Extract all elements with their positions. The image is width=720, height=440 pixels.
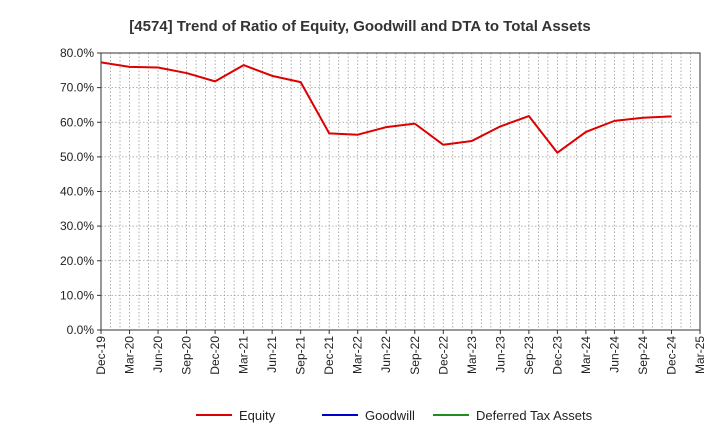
- x-tick-label: Dec-21: [322, 336, 336, 375]
- x-tick-label: Mar-24: [579, 336, 593, 374]
- x-tick-label: Dec-20: [208, 336, 222, 375]
- x-tick-label: Dec-22: [436, 336, 450, 375]
- x-tick-label: Dec-24: [664, 336, 678, 375]
- plot-area: [101, 53, 700, 330]
- legend-label: Deferred Tax Assets: [476, 408, 593, 423]
- x-tick-label: Mar-25: [693, 336, 707, 374]
- y-tick-label: 50.0%: [60, 150, 94, 164]
- y-tick-label: 40.0%: [60, 185, 94, 199]
- y-tick-label: 10.0%: [60, 288, 94, 302]
- y-tick-label: 30.0%: [60, 219, 94, 233]
- x-tick-label: Jun-23: [493, 336, 507, 373]
- y-tick-label: 0.0%: [67, 323, 95, 337]
- x-tick-label: Sep-20: [180, 336, 194, 375]
- x-tick-label: Jun-22: [379, 336, 393, 373]
- x-tick-label: Sep-24: [636, 336, 650, 375]
- x-tick-label: Sep-22: [408, 336, 422, 375]
- x-tick-label: Dec-23: [550, 336, 564, 375]
- legend: Equity Goodwill Deferred Tax Assets: [196, 408, 593, 423]
- axes: 0.0% 10.0% 20.0% 30.0% 40.0% 50.0% 60.0% 70.0% 8…: [60, 46, 707, 375]
- legend-label: Goodwill: [365, 408, 415, 423]
- y-tick-label: 60.0%: [60, 115, 94, 129]
- x-tick-label: Mar-21: [237, 336, 251, 374]
- series-line-equity: [100, 61, 672, 154]
- gridlines: [101, 52, 700, 331]
- x-tick-label: Mar-20: [123, 336, 137, 374]
- y-tick-label: 20.0%: [60, 254, 94, 268]
- chart-title: [4574] Trend of Ratio of Equity, Goodwil…: [129, 18, 590, 35]
- x-tick-label: Jun-24: [607, 336, 621, 373]
- x-tick-label: Jun-20: [151, 336, 165, 373]
- y-tick-label: 80.0%: [60, 46, 94, 60]
- x-tick-label: Mar-23: [465, 336, 479, 374]
- x-tick-label: Mar-22: [351, 336, 365, 374]
- y-tick-label: 70.0%: [60, 81, 94, 95]
- x-tick-label: Sep-23: [522, 336, 536, 375]
- series-lines: [100, 61, 672, 154]
- x-tick-label: Dec-19: [94, 336, 108, 375]
- x-tick-label: Jun-21: [265, 336, 279, 373]
- legend-label: Equity: [239, 408, 276, 423]
- x-tick-label: Sep-21: [294, 336, 308, 375]
